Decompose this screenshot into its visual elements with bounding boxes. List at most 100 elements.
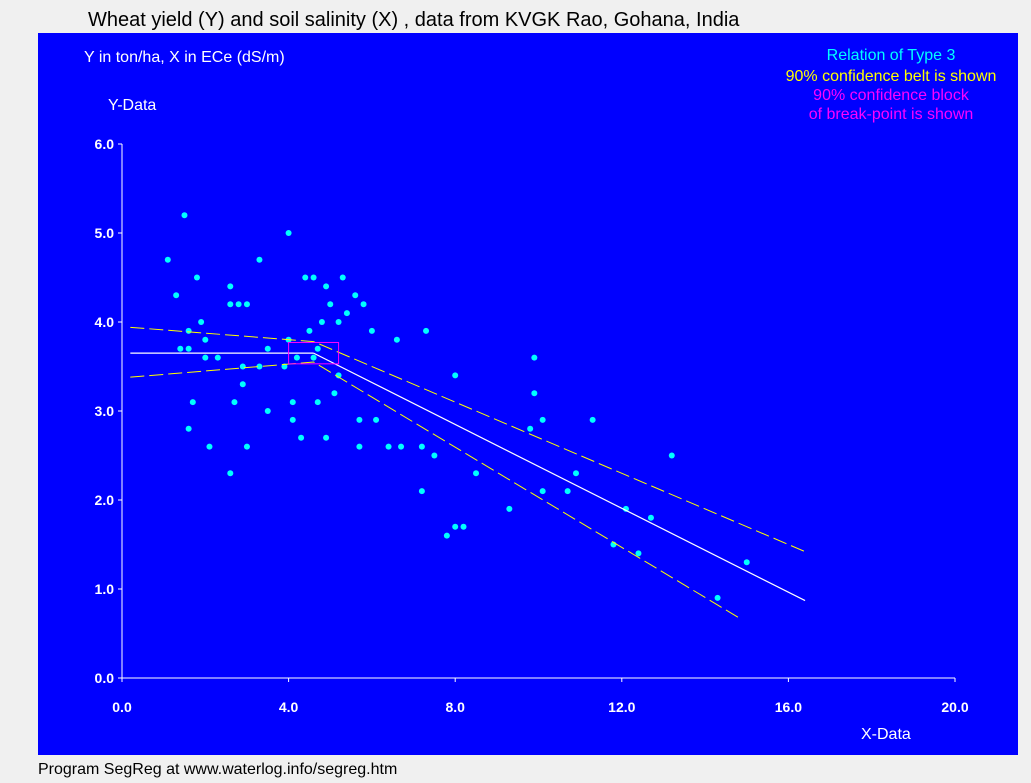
data-point [423, 327, 430, 334]
data-point [443, 532, 450, 539]
data-point [385, 443, 392, 450]
data-point [418, 488, 425, 495]
data-point [243, 301, 250, 308]
data-point [323, 283, 330, 290]
data-point [310, 274, 317, 281]
y-tick-label: 5.0 [95, 225, 115, 241]
data-point [527, 425, 534, 432]
data-point [227, 283, 234, 290]
data-point [327, 301, 334, 308]
x-axis-label: X-Data [861, 726, 911, 743]
data-point [335, 372, 342, 379]
data-point [202, 336, 209, 343]
x-tick-label: 0.0 [112, 699, 132, 715]
data-point [306, 327, 313, 334]
chart-svg: Y in ton/ha, X in ECe (dS/m) Y-Data X-Da… [84, 47, 997, 743]
data-point [289, 416, 296, 423]
data-point [398, 443, 405, 450]
data-point [289, 399, 296, 406]
data-point [243, 443, 250, 450]
data-point [352, 292, 359, 299]
data-point [314, 345, 321, 352]
data-point [310, 354, 317, 361]
y-tick-label: 1.0 [95, 581, 115, 597]
y-axis-label: Y-Data [108, 97, 156, 114]
confidence-belt-upper [130, 326, 806, 553]
data-point [173, 292, 180, 299]
data-point [418, 443, 425, 450]
data-point [302, 274, 309, 281]
data-point [539, 488, 546, 495]
data-point [356, 416, 363, 423]
data-point [231, 399, 238, 406]
y-tick-label: 6.0 [95, 136, 115, 152]
y-tick-label: 0.0 [95, 670, 115, 686]
data-point [622, 505, 629, 512]
data-point [473, 470, 480, 477]
axes-layer: 0.0 1.0 2.0 3.0 4.0 5.0 6.0 0.0 4.0 8.0 12.0 16.0 20… [95, 136, 969, 715]
data-point [239, 381, 246, 388]
data-point [189, 399, 196, 406]
y-tick-label: 2.0 [95, 492, 115, 508]
regression-line-slope [313, 352, 806, 602]
data-point [668, 452, 675, 459]
data-point [227, 301, 234, 308]
data-point [206, 443, 213, 450]
data-point [177, 345, 184, 352]
chart-title: Wheat yield (Y) and soil salinity (X) , … [88, 9, 740, 31]
x-tick-label: 20.0 [941, 699, 968, 715]
data-point [647, 514, 654, 521]
data-point [506, 505, 513, 512]
data-point [256, 363, 263, 370]
x-tick-label: 16.0 [775, 699, 802, 715]
data-point [360, 301, 367, 308]
plot-panel: Y in ton/ha, X in ECe (dS/m) Y-Data X-Da… [38, 33, 1018, 755]
annotation-confidence-block: 90% confidence block [813, 87, 970, 104]
points-layer [164, 212, 750, 601]
x-tick-label: 12.0 [608, 699, 635, 715]
data-point [635, 550, 642, 557]
data-point [264, 408, 271, 414]
data-point [373, 416, 380, 423]
data-point [239, 363, 246, 370]
units-note: Y in ton/ha, X in ECe (dS/m) [84, 49, 285, 66]
breakpoint-confidence-block [288, 341, 340, 365]
data-point [452, 523, 459, 530]
data-point [314, 399, 321, 406]
data-point [572, 470, 579, 477]
data-point [539, 416, 546, 423]
data-point [589, 416, 596, 423]
data-point [185, 345, 192, 352]
data-point [339, 274, 346, 281]
data-point [531, 390, 538, 397]
data-point [331, 390, 338, 397]
annotation-confidence-belt: 90% confidence belt is shown [786, 68, 997, 85]
data-point [393, 336, 400, 343]
annotation-breakpoint: of break-point is shown [809, 106, 974, 123]
data-point [264, 345, 271, 352]
data-point [256, 256, 263, 263]
annotation-relation-type: Relation of Type 3 [827, 47, 956, 64]
data-point [214, 354, 221, 361]
data-point [198, 319, 205, 325]
data-point [285, 230, 292, 236]
data-point [531, 354, 538, 361]
data-point [323, 434, 330, 441]
data-point [193, 274, 200, 281]
footer-note: Program SegReg at www.waterlog.info/segr… [38, 761, 398, 778]
data-point [185, 327, 192, 334]
y-tick-label: 3.0 [95, 403, 115, 419]
confidence-belt-lower [130, 361, 739, 618]
lines-layer [130, 326, 806, 618]
data-point [460, 523, 467, 530]
data-point [318, 319, 325, 325]
data-point [368, 327, 375, 334]
data-point [356, 443, 363, 450]
data-point [743, 559, 750, 566]
data-point [298, 434, 305, 441]
data-point [202, 354, 209, 361]
data-point [714, 594, 721, 601]
x-tick-label: 4.0 [279, 699, 299, 715]
data-point [293, 354, 300, 361]
data-point [452, 372, 459, 379]
